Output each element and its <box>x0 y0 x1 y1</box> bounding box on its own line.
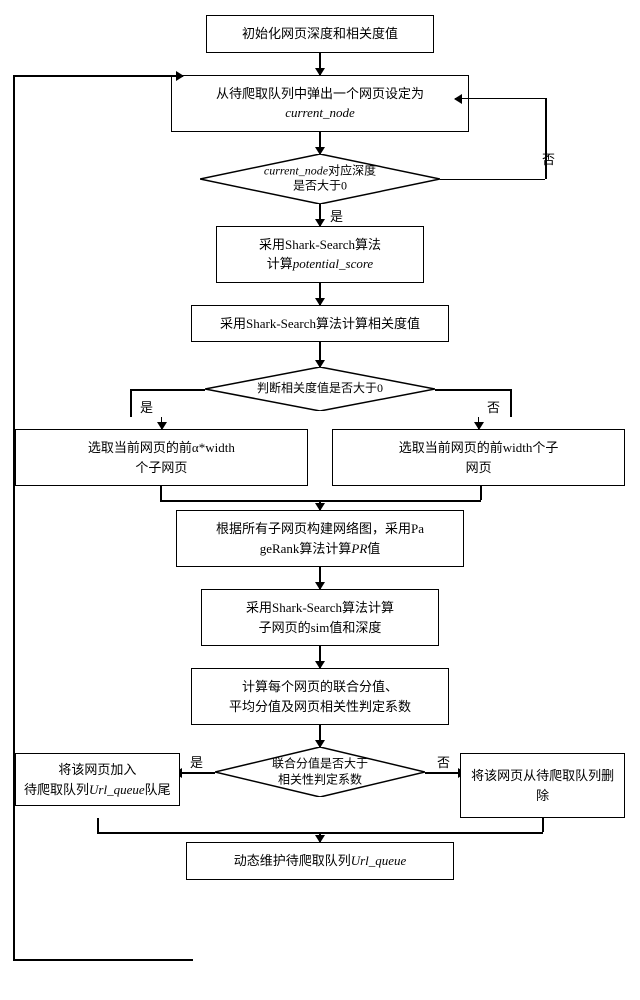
txt: 根据所有子网页构建网络图，采用Pa <box>216 521 424 536</box>
arrow <box>319 53 321 75</box>
node-alpha: 选取当前网页的前α*width 个子网页 <box>15 429 308 486</box>
txt: 选取当前网页的前α*width <box>88 440 235 455</box>
line <box>435 389 510 391</box>
lbl-yes: 是 <box>140 397 153 416</box>
txt: 计算 <box>267 256 293 271</box>
arrow <box>319 283 321 305</box>
arrow <box>319 342 321 367</box>
txt: 选取当前网页的前width个子 <box>399 440 559 455</box>
arrow <box>319 567 321 589</box>
line <box>160 486 162 500</box>
loop-line <box>13 75 183 77</box>
lbl-yes: 是 <box>330 206 343 225</box>
txt: 初始化网页深度和相关度值 <box>242 26 398 41</box>
line <box>440 179 545 181</box>
txt: current_node <box>264 163 328 177</box>
txt: geRank算法计算 <box>260 541 352 556</box>
arrow <box>319 725 321 747</box>
node-pop: 从待爬取队列中弹出一个网页设定为 current_node <box>171 75 469 132</box>
txt: 值 <box>367 541 380 556</box>
txt: 平均分值及网页相关性判定系数 <box>229 699 411 714</box>
txt: PR <box>351 541 367 556</box>
txt: 将该网页从待爬取队列删除 <box>471 768 614 803</box>
txt: 从待爬取队列中弹出一个网页设定为 <box>216 86 424 101</box>
txt: 是否大于0 <box>293 179 347 193</box>
arrow <box>319 204 321 226</box>
loop-line <box>13 959 193 961</box>
line <box>542 818 544 832</box>
line <box>480 486 482 500</box>
txt: 对应深度 <box>328 163 376 177</box>
node-delete: 将该网页从待爬取队列删除 <box>460 753 625 818</box>
node-shark2: 采用Shark-Search算法计算相关度值 <box>191 305 449 343</box>
line <box>97 818 99 832</box>
txt: 计算每个网页的联合分值、 <box>242 679 398 694</box>
line <box>545 98 547 179</box>
node-init: 初始化网页深度和相关度值 <box>206 15 434 53</box>
node-pagerank: 根据所有子网页构建网络图，采用Pa geRank算法计算PR值 <box>176 510 464 567</box>
lbl-no: 否 <box>487 397 500 416</box>
decision-depth: current_node对应深度是否大于0 <box>200 154 440 204</box>
line <box>130 389 205 391</box>
line <box>455 98 546 100</box>
line <box>160 500 481 502</box>
txt: 网页 <box>466 460 492 475</box>
txt: 将该网页加入 <box>58 762 136 777</box>
node-maintain: 动态维护待爬取队列Url_queue <box>186 842 454 880</box>
node-calc: 计算每个网页的联合分值、平均分值及网页相关性判定系数 <box>191 668 449 725</box>
txt: 采用Shark-Search算法计算 <box>246 600 394 615</box>
txt: 个子网页 <box>135 460 187 475</box>
loop-line <box>13 75 15 960</box>
lbl-no: 否 <box>542 149 555 168</box>
txt: potential_score <box>293 256 373 271</box>
txt: 队尾 <box>145 782 171 797</box>
arrow <box>319 500 321 510</box>
arrow <box>319 646 321 668</box>
txt: 采用Shark-Search算法计算相关度值 <box>220 316 420 331</box>
txt: 子网页的sim值和深度 <box>259 620 382 635</box>
arrow <box>478 417 480 429</box>
line <box>130 389 132 417</box>
node-width: 选取当前网页的前width个子网页 <box>332 429 625 486</box>
txt: 采用Shark-Search算法 <box>259 237 381 252</box>
decision-rel: 判断相关度值是否大于0 <box>205 367 435 411</box>
arrow <box>319 132 321 154</box>
arrow <box>161 417 163 429</box>
arrow <box>319 832 321 842</box>
txt: 动态维护待爬取队列 <box>234 853 351 868</box>
txt: 判断相关度值是否大于0 <box>257 381 383 395</box>
txt: current_node <box>285 105 355 120</box>
node-enqueue: 将该网页加入待爬取队列Url_queue队尾 <box>15 753 180 806</box>
txt: 待爬取队列 <box>24 782 89 797</box>
line <box>510 389 512 417</box>
txt: Url_queue <box>89 782 145 797</box>
node-sim: 采用Shark-Search算法计算子网页的sim值和深度 <box>201 589 439 646</box>
node-shark1: 采用Shark-Search算法计算potential_score <box>216 226 424 283</box>
txt: Url_queue <box>351 853 407 868</box>
